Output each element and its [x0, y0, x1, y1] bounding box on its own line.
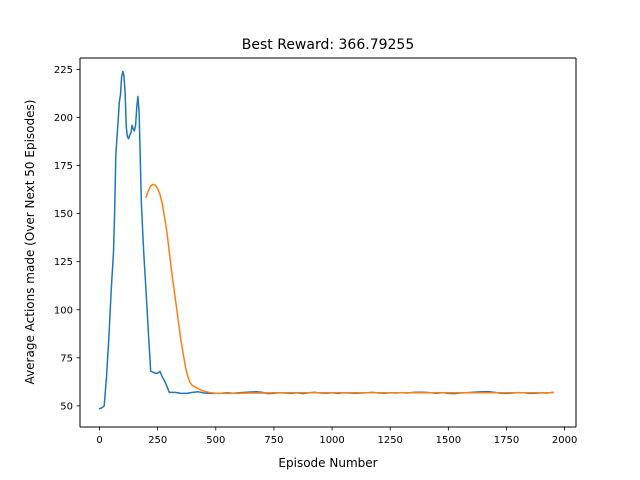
y-tick-label: 75 — [60, 353, 73, 364]
plot-area — [80, 58, 576, 427]
x-tick-label: 0 — [96, 435, 102, 446]
y-tick-label: 200 — [54, 113, 73, 124]
y-tick-label: 225 — [54, 65, 73, 76]
series-layer — [98, 70, 554, 410]
x-tick-label: 2000 — [552, 435, 577, 446]
y-tick-label: 150 — [54, 209, 73, 220]
series-2-line — [145, 183, 554, 395]
y-tick-label: 125 — [54, 257, 73, 268]
x-axis-ticks: 0 250 500 750 1000 1250 1500 1750 2000 — [96, 427, 577, 446]
y-axis-ticks: 50 75 100 125 150 175 200 225 — [54, 65, 80, 412]
x-tick-label: 1250 — [377, 435, 402, 446]
x-tick-label: 750 — [264, 435, 283, 446]
chart-title: Best Reward: 366.79255 — [242, 37, 414, 53]
x-tick-label: 1000 — [319, 435, 344, 446]
y-tick-label: 175 — [54, 161, 73, 172]
y-tick-label: 50 — [60, 401, 73, 412]
x-axis-label: Episode Number — [278, 456, 377, 470]
x-tick-label: 500 — [206, 435, 225, 446]
x-tick-label: 1750 — [494, 435, 519, 446]
x-tick-label: 1500 — [436, 435, 461, 446]
x-tick-label: 250 — [148, 435, 167, 446]
y-tick-label: 100 — [54, 305, 73, 316]
axes-frame — [79, 57, 577, 428]
y-axis-label: Average Actions made (Over Next 50 Episo… — [23, 100, 37, 385]
